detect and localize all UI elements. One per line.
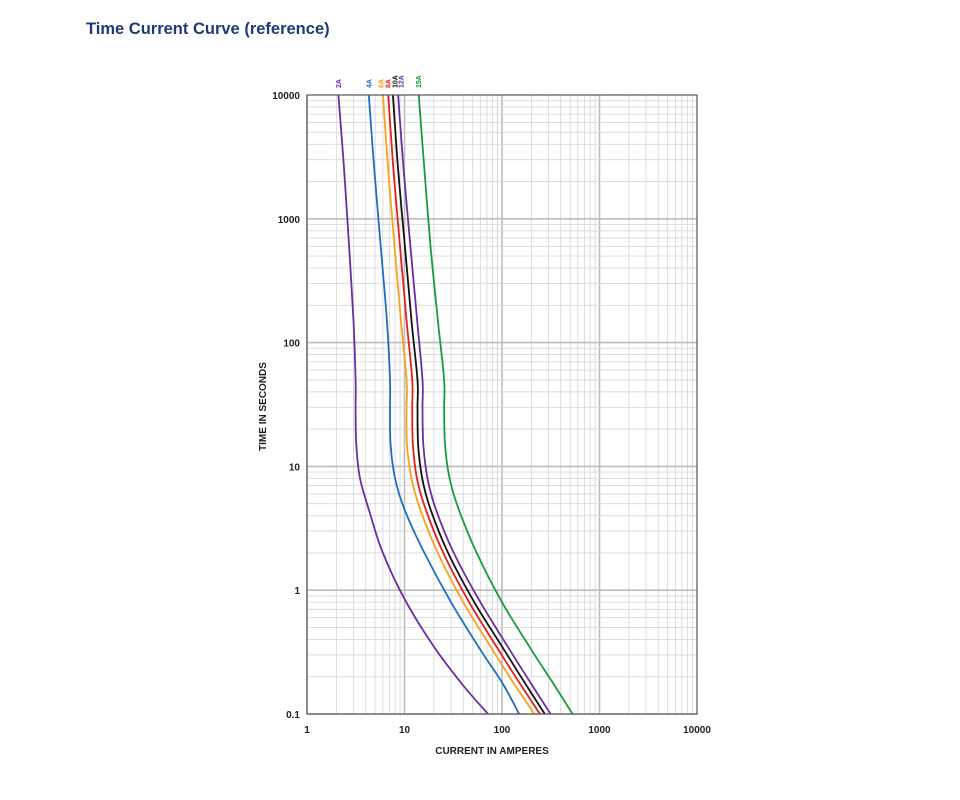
series-label-15a: 15A xyxy=(416,75,423,88)
y-tick-label: 1 xyxy=(294,586,300,597)
series-line-6a xyxy=(382,94,536,715)
x-tick-label: 10 xyxy=(399,725,411,736)
y-tick-label: 1000 xyxy=(278,215,301,226)
y-axis-label: TIME IN SECONDS xyxy=(258,362,269,451)
series-line-15a xyxy=(417,94,574,715)
plot-border xyxy=(306,94,698,715)
y-tick-label: 10 xyxy=(289,462,301,473)
series-labels: 2A 4A 6A 8A 10A 12A 15A xyxy=(336,75,423,88)
page-title: Time Current Curve (reference) xyxy=(86,20,330,38)
series-label-12a: 12A xyxy=(399,75,406,88)
series-label-6a: 6A xyxy=(378,79,385,88)
series-label-4a: 4A xyxy=(366,79,373,88)
series-line-2a xyxy=(337,94,489,715)
x-tick-label: 1 xyxy=(304,725,310,736)
x-axis-label: CURRENT IN AMPERES xyxy=(435,746,549,757)
series-line-12a xyxy=(397,94,552,715)
series-line-10a xyxy=(392,94,546,715)
series-lines xyxy=(337,94,574,715)
x-tick-label: 1000 xyxy=(588,725,611,736)
x-tick-label: 100 xyxy=(494,725,511,736)
series-line-4a xyxy=(367,94,520,715)
series-label-2a: 2A xyxy=(336,79,343,88)
y-tick-label: 0.1 xyxy=(286,710,300,721)
x-tick-label: 10000 xyxy=(683,725,711,736)
y-tick-label: 10000 xyxy=(272,91,300,102)
y-tick-label: 100 xyxy=(283,339,300,350)
plot-frame xyxy=(306,94,698,715)
series-label-10a: 10A xyxy=(392,75,399,88)
y-tick-labels: 0.1 1 10 100 1000 10000 xyxy=(272,91,300,721)
grid xyxy=(306,95,697,715)
series-line-8a xyxy=(387,94,541,715)
x-tick-labels: 1 10 100 1000 10000 xyxy=(304,725,711,736)
series-label-8a: 8A xyxy=(386,79,393,88)
